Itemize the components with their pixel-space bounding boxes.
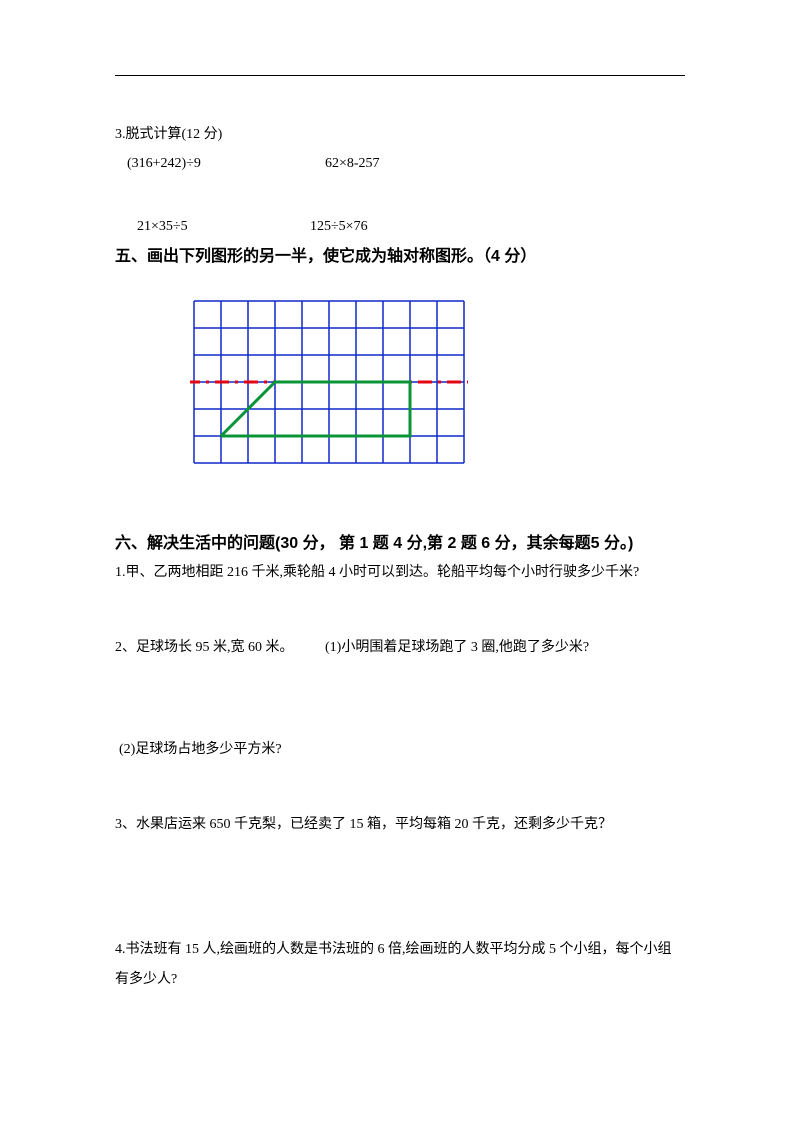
expr-3: 21×35÷5 [115, 214, 310, 239]
problem-3-title: 3.脱式计算(12 分) [115, 122, 685, 147]
section-5-heading: 五、画出下列图形的另一半，使它成为轴对称图形。（4 分） [115, 244, 685, 270]
word-problem-4: 4.书法班有 15 人,绘画班的人数是书法班的 6 倍,绘画班的人数平均分成 5… [115, 935, 685, 994]
problem-3-row-2: 21×35÷5 125÷5×76 [115, 214, 685, 239]
wp2-part1: (1)小明围着足球场跑了 3 圈,他跑了多少米? [325, 633, 685, 662]
word-problem-2: 2、足球场长 95 米,宽 60 米。 (1)小明围着足球场跑了 3 圈,他跑了… [115, 633, 685, 662]
expr-1: (316+242)÷9 [115, 151, 325, 176]
page-content: 3.脱式计算(12 分) (316+242)÷9 62×8-257 21×35÷… [0, 0, 800, 1044]
symmetry-grid [190, 297, 685, 472]
section-6-heading: 六、解决生活中的问题(30 分， 第 1 题 4 分,第 2 题 6 分，其余每… [115, 532, 685, 556]
wp2-part2: (2)足球场占地多少平方米? [115, 736, 685, 764]
word-problem-1: 1.甲、乙两地相距 216 千米,乘轮船 4 小时可以到达。轮船平均每个小时行驶… [115, 558, 685, 587]
problem-3-row-1: (316+242)÷9 62×8-257 [115, 151, 685, 176]
expr-2: 62×8-257 [325, 151, 685, 176]
expr-4: 125÷5×76 [310, 214, 685, 239]
wp2-intro: 2、足球场长 95 米,宽 60 米。 [115, 633, 325, 662]
header-rule [115, 75, 685, 76]
word-problem-3: 3、水果店运来 650 千克梨，已经卖了 15 箱，平均每箱 20 千克，还剩多… [115, 810, 685, 839]
